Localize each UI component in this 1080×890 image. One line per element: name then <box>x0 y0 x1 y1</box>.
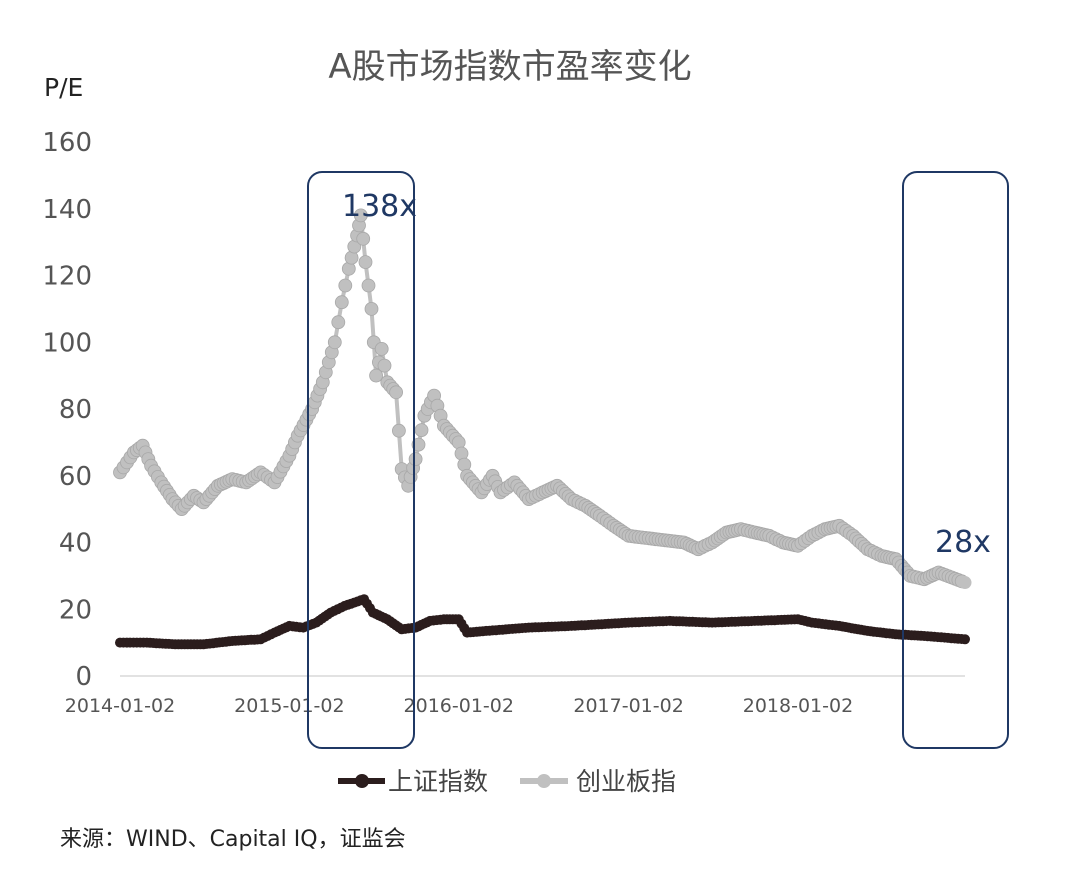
legend-label-shanghai: 上证指数 <box>388 767 488 796</box>
legend-marker-shanghai <box>355 774 369 788</box>
highlight-box-2018-end <box>902 171 1009 749</box>
data-point <box>327 335 342 350</box>
data-point <box>389 385 404 400</box>
legend: 上证指数 创业板指 <box>338 767 676 796</box>
data-point <box>414 423 429 438</box>
y-tick-label: 120 <box>42 262 92 292</box>
data-point <box>411 437 426 452</box>
data-point <box>338 278 353 293</box>
data-point <box>960 634 970 645</box>
y-tick-label: 160 <box>42 128 92 158</box>
legend-label-chinext: 创业板指 <box>576 767 676 796</box>
x-axis-ticks: 2014-01-02 2015-01-02 2016-01-02 2017-01-02… <box>65 695 853 717</box>
y-tick-label: 40 <box>59 529 92 559</box>
annotation-peak-label: 138x <box>342 189 417 224</box>
x-tick-label: 2015-01-02 <box>234 695 344 717</box>
data-point <box>958 576 972 590</box>
data-point <box>391 423 406 438</box>
series-chinext <box>113 208 972 590</box>
x-tick-label: 2016-01-02 <box>404 695 514 717</box>
y-tick-label: 140 <box>42 195 92 225</box>
source-note: 来源：WIND、Capital IQ，证监会 <box>60 827 406 852</box>
y-axis-label: P/E <box>44 73 83 102</box>
data-point <box>334 295 349 310</box>
y-tick-label: 20 <box>59 595 92 625</box>
legend-marker-chinext <box>537 774 551 788</box>
highlight-box-2015-peak <box>307 171 415 749</box>
y-axis-ticks: 0 20 40 60 80 100 120 140 160 <box>42 128 92 692</box>
data-point <box>356 231 371 246</box>
data-point <box>361 278 376 293</box>
chart-title: A股市场指数市盈率变化 <box>328 47 691 87</box>
y-tick-label: 100 <box>42 328 92 358</box>
data-point <box>374 341 389 356</box>
x-tick-label: 2018-01-02 <box>743 695 853 717</box>
data-point <box>369 368 384 383</box>
x-tick-label: 2017-01-02 <box>573 695 683 717</box>
legend-item-chinext: 创业板指 <box>520 767 676 796</box>
data-point <box>408 452 423 467</box>
data-point <box>353 208 368 223</box>
y-tick-label: 80 <box>59 395 92 425</box>
legend-item-shanghai: 上证指数 <box>338 767 488 796</box>
series-shanghai <box>115 594 970 650</box>
data-point <box>331 315 346 330</box>
data-point <box>364 301 379 316</box>
x-tick-label: 2014-01-02 <box>65 695 175 717</box>
y-tick-label: 0 <box>75 662 92 692</box>
data-point <box>358 255 373 270</box>
data-point <box>377 358 392 373</box>
y-tick-label: 60 <box>59 462 92 492</box>
series-layer <box>113 208 972 650</box>
annotation-end-label: 28x <box>935 525 991 560</box>
